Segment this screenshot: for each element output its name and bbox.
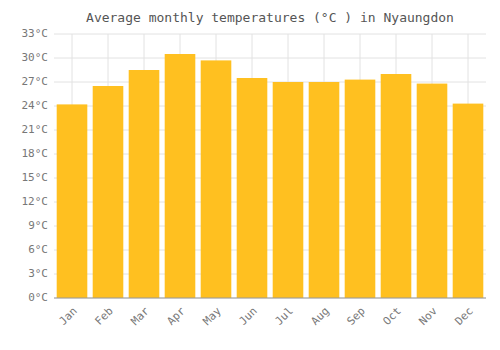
x-tick-label: Feb — [93, 305, 116, 328]
y-tick-labels: 0°C 3°C 6°C 9°C 12°C 15°C 18°C 21°C 24°C 27°C 30°C… — [22, 27, 49, 304]
x-tick-label: May — [201, 304, 225, 328]
x-axis-line — [54, 298, 486, 299]
x-tick-labels: Jan Feb Mar Apr May Jun Jul Aug Sep Oct Nov Dec — [57, 304, 476, 328]
y-tick-label: 15°C — [22, 171, 49, 184]
y-tick-label: 27°C — [22, 75, 49, 88]
y-tick-label: 0°C — [28, 291, 48, 304]
y-grid-line — [54, 298, 486, 299]
chart-svg: 0°C 3°C 6°C 9°C 12°C 15°C 18°C 21°C 24°C 27°C 30°C… — [0, 0, 500, 350]
bar — [201, 60, 232, 298]
y-tick-label: 6°C — [28, 243, 48, 256]
bar — [417, 84, 448, 298]
y-tick-label: 12°C — [22, 195, 49, 208]
y-tick-label: 24°C — [22, 99, 49, 112]
x-tick-label: Jun — [237, 305, 260, 328]
y-tick-label: 18°C — [22, 147, 49, 160]
x-tick-label: Sep — [345, 305, 368, 328]
bars — [57, 54, 484, 298]
y-tick-label: 21°C — [22, 123, 49, 136]
chart-title: Average monthly temperatures (°C ) in Ny… — [86, 10, 454, 25]
bar — [93, 86, 124, 298]
y-tick-label: 33°C — [22, 27, 49, 40]
chart-container: 0°C 3°C 6°C 9°C 12°C 15°C 18°C 21°C 24°C 27°C 30°C… — [0, 0, 500, 350]
y-grid-line — [54, 82, 486, 83]
x-tick-label: Dec — [453, 305, 476, 328]
x-tick-label: Jul — [273, 305, 296, 328]
x-tick-label: Nov — [417, 304, 441, 328]
bar — [237, 78, 268, 298]
bar — [309, 82, 340, 298]
bar — [129, 70, 160, 298]
y-tick-label: 3°C — [28, 267, 48, 280]
y-tick-label: 30°C — [22, 51, 49, 64]
bar — [381, 74, 412, 298]
grid — [54, 34, 486, 298]
bar — [453, 104, 484, 298]
x-tick-label: Apr — [165, 304, 189, 328]
x-tick-label: Jan — [57, 305, 80, 328]
y-grid-line — [54, 58, 486, 59]
x-tick-label: Mar — [129, 304, 153, 328]
bar — [165, 54, 196, 298]
y-grid-line — [54, 34, 486, 35]
bar — [273, 82, 304, 298]
x-tick-label: Oct — [381, 305, 404, 328]
bar — [345, 80, 376, 298]
bar — [57, 104, 88, 298]
y-tick-label: 9°C — [28, 219, 48, 232]
x-tick-label: Aug — [309, 305, 332, 328]
